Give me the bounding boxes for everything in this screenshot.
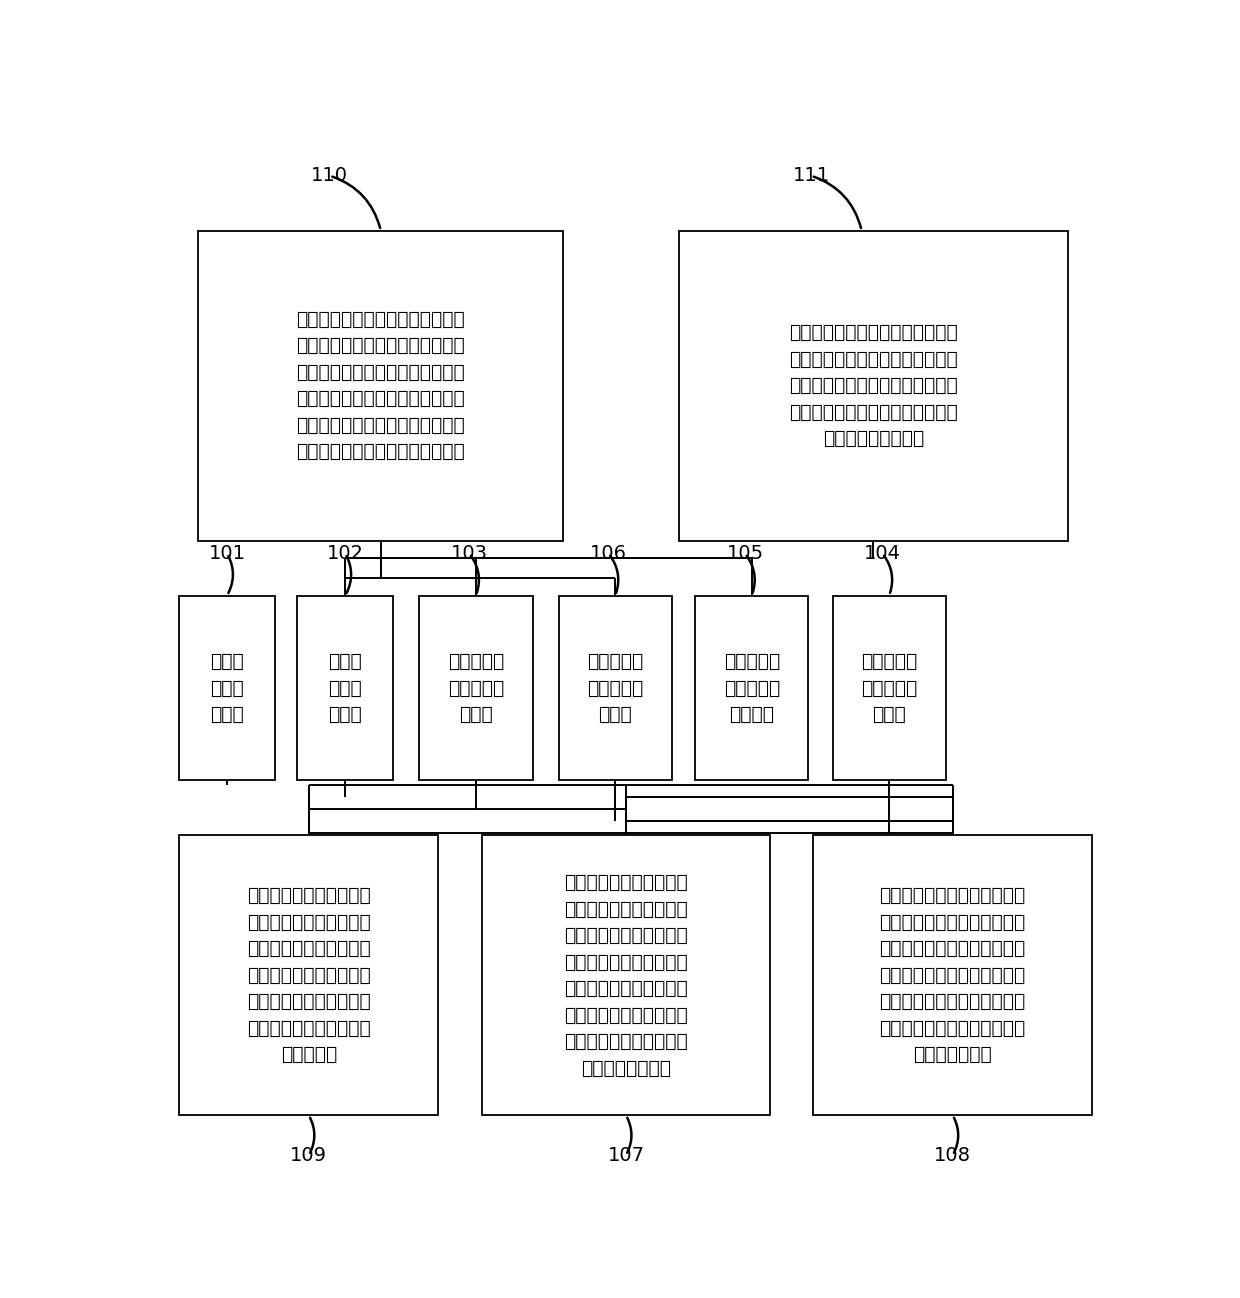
FancyBboxPatch shape	[419, 596, 533, 780]
Text: 109: 109	[290, 1146, 327, 1164]
FancyBboxPatch shape	[198, 231, 563, 540]
FancyBboxPatch shape	[832, 596, 946, 780]
FancyBboxPatch shape	[179, 596, 275, 780]
Text: 获取所述燃
料电池的第
一温度: 获取所述燃 料电池的第 一温度	[448, 652, 505, 724]
Text: 获取所述动
力电池的第
二温度: 获取所述动 力电池的第 二温度	[861, 652, 918, 724]
Text: 101: 101	[208, 544, 246, 563]
Text: 根据所述汽车的充电状态、所述空
调的工作状态、所述燃料电池的第
一温度和所述动力电池的剩余电量
，向所述第一加热器输出第四控制
信号，控制所述第一加热器与所述
: 根据所述汽车的充电状态、所述空 调的工作状态、所述燃料电池的第 一温度和所述动力…	[296, 310, 465, 461]
Text: 107: 107	[608, 1146, 645, 1164]
FancyBboxPatch shape	[481, 836, 770, 1115]
FancyBboxPatch shape	[298, 596, 393, 780]
Text: 111: 111	[792, 166, 830, 186]
Text: 获取汽
车的工
作状态: 获取汽 车的工 作状态	[211, 652, 244, 724]
Text: 110: 110	[311, 166, 348, 186]
FancyBboxPatch shape	[558, 596, 672, 780]
Text: 根据所述汽车的工作状态
、所述燃料电池的第一温
度和所述动力电池的第二
温度，向所述第二换热器
输出第三控制信号，控制
所述第二换热器与所述燃
料电池连接: 根据所述汽车的工作状态 、所述燃料电池的第一温 度和所述动力电池的第二 温度，向…	[247, 887, 371, 1064]
FancyBboxPatch shape	[813, 836, 1092, 1115]
Text: 106: 106	[590, 544, 627, 563]
FancyBboxPatch shape	[179, 836, 439, 1115]
Text: 获取汽
车的充
电状态: 获取汽 车的充 电状态	[329, 652, 362, 724]
Text: 根据所述汽车的工作状态、充
电状态、所述动力电池的第二
温度和所述动力电池的剩余电
量，向所述第三加热器输出第
二控制信号，控制所述第三加
热器与所述外接充电接: 根据所述汽车的工作状态、充 电状态、所述动力电池的第二 温度和所述动力电池的剩余…	[879, 887, 1025, 1064]
Text: 获取所述汽
车的空调的
工作状态: 获取所述汽 车的空调的 工作状态	[724, 652, 780, 724]
Text: 102: 102	[327, 544, 363, 563]
FancyBboxPatch shape	[696, 596, 808, 780]
Text: 根据所述汽车的工作状态
、充电状态、所述燃料电
池的第一温度和所述动力
电池的剩余电量，向所述
第二加热器输出第一控制
信号，控制所述第二加热
器与所述外接充电: 根据所述汽车的工作状态 、充电状态、所述燃料电 池的第一温度和所述动力 电池的剩…	[564, 874, 688, 1077]
Text: 103: 103	[450, 544, 487, 563]
Text: 104: 104	[864, 544, 901, 563]
Text: 根据所述汽车的充电状态、所述空
调的工作状态和所述燃料电池的第
一温度，向所述第一换热器输出第
五控制信号，控制所述第一换热器
与所述燃料电池连接: 根据所述汽车的充电状态、所述空 调的工作状态和所述燃料电池的第 一温度，向所述第…	[789, 323, 957, 448]
Text: 108: 108	[934, 1146, 971, 1164]
Text: 获取所述动
力电池的剩
余电量: 获取所述动 力电池的剩 余电量	[588, 652, 644, 724]
FancyBboxPatch shape	[678, 231, 1068, 540]
Text: 105: 105	[727, 544, 764, 563]
